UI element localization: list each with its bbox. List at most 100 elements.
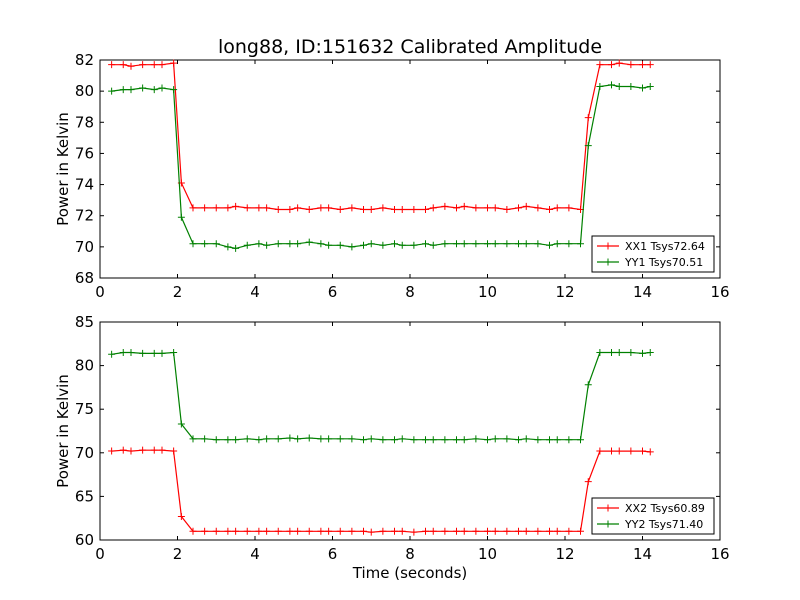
data-point [546,205,553,213]
data-point [515,436,522,444]
data-point [189,527,197,535]
data-point [224,436,232,444]
data-point [639,447,646,455]
legend-label: YY1 Tsys70.51 [624,256,703,269]
data-point [263,241,271,249]
chart-title: long88, ID:151632 Calibrated Amplitude [218,36,602,58]
data-point [255,204,263,212]
x-tick-label: 0 [95,545,105,563]
data-point [429,436,437,444]
data-point [639,349,646,357]
data-point [391,436,398,444]
data-point [224,527,232,535]
data-point [127,86,135,94]
y-tick-label: 82 [75,51,94,69]
data-point [108,87,116,95]
data-point [336,205,344,213]
data-point [325,241,333,249]
data-point [441,240,449,248]
data-point [150,446,158,454]
data-point [627,447,635,455]
data-point [391,240,398,248]
data-point [615,447,623,455]
data-point [294,204,302,212]
data-point [263,527,271,535]
data-point [255,436,263,444]
y-tick-label: 80 [75,357,94,375]
data-point [201,204,209,212]
data-point [379,241,387,249]
data-point [212,527,220,535]
data-point [317,527,325,535]
data-point [224,204,232,212]
legend-label: XX1 Tsys72.64 [625,240,705,253]
data-point [627,82,635,90]
data-point [232,202,240,210]
data-point [286,205,294,213]
data-point [305,434,313,442]
data-point [429,204,437,212]
data-point [305,527,313,535]
data-point [646,349,654,357]
y-tick-label: 65 [75,487,94,505]
data-point [453,240,460,248]
data-point [546,527,553,535]
data-point [336,527,344,535]
data-point [170,349,178,357]
data-point [577,527,584,535]
x-tick-label: 0 [95,283,105,301]
y-tick-label: 74 [75,176,94,194]
data-point [158,61,166,69]
data-point [348,527,356,535]
data-point [608,447,615,455]
data-point [243,204,251,212]
data-point [429,241,437,249]
data-point [224,243,232,251]
data-point [367,528,375,536]
data-point [189,435,197,443]
data-point [286,434,294,442]
data-point [503,205,511,213]
x-tick-label: 12 [555,545,574,563]
y-tick-label: 60 [75,531,94,549]
data-point [515,527,522,535]
legend: XX1 Tsys72.64 YY1 Tsys70.51 [591,235,715,273]
legend-marker [604,242,612,250]
legend-marker [604,504,612,512]
x-tick-label: 16 [710,283,729,301]
data-point [410,436,418,444]
data-point [317,435,325,443]
data-point [460,436,468,444]
data-point [201,240,209,248]
data-point [119,349,127,357]
x-tick-label: 2 [173,545,183,563]
x-axis-label: Time (seconds) [352,564,468,582]
series-yy1 [108,81,654,252]
x-tick-label: 16 [710,545,729,563]
data-point [534,527,542,535]
data-point [646,61,654,69]
data-point [491,204,499,212]
data-point [391,205,398,213]
data-point [360,241,367,249]
data-point [596,61,604,69]
y-tick-label: 85 [75,313,94,331]
data-point [108,61,116,69]
data-point [584,478,592,486]
data-point [108,350,116,358]
data-point [317,240,325,248]
data-point [367,240,375,248]
data-point [379,204,387,212]
data-point [534,436,542,444]
data-point [584,142,592,150]
data-point [119,86,127,94]
data-point [553,527,561,535]
data-point [286,527,294,535]
data-point [646,82,654,90]
data-point [553,240,561,248]
data-point [596,447,604,455]
x-tick-label: 8 [405,545,415,563]
data-point [325,527,333,535]
x-tick-label: 8 [405,283,415,301]
